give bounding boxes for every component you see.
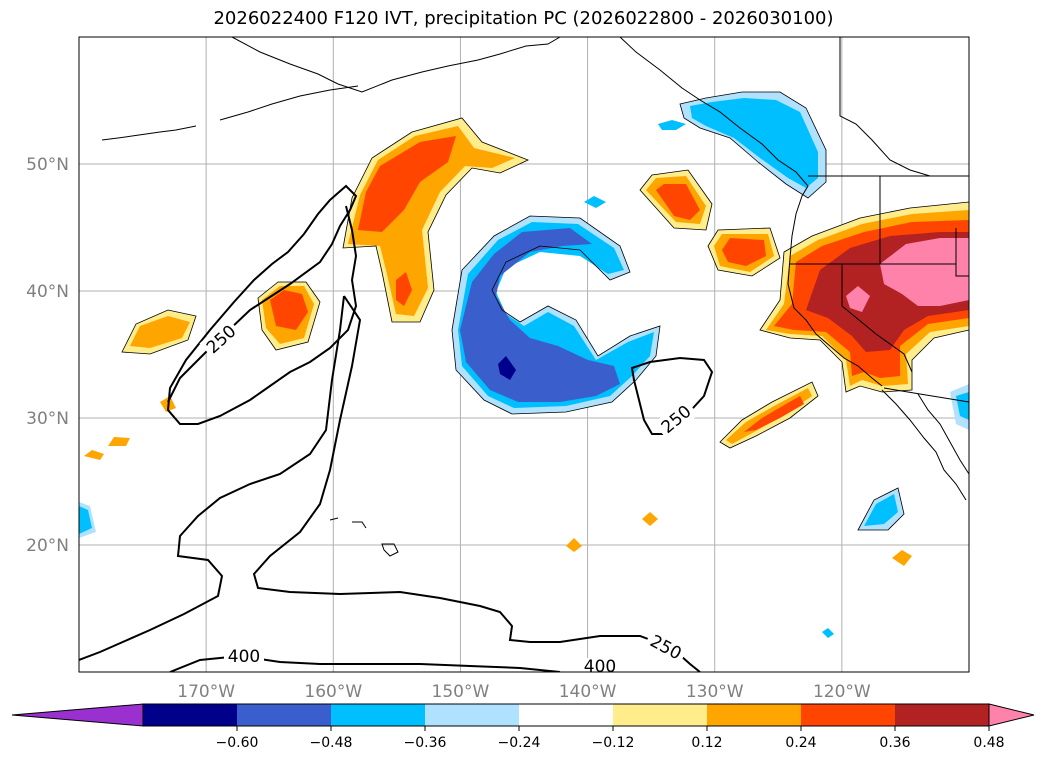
colorbar-segment — [237, 704, 332, 726]
outline-c-shape — [451, 215, 661, 415]
colorbar-tick-label: 0.12 — [691, 735, 722, 751]
positive-anomaly-small-5 — [892, 550, 912, 566]
coastlines — [101, 37, 969, 557]
contour-label-400-bottom: 400 — [584, 657, 616, 677]
colorbar-segment — [801, 704, 896, 726]
outline-bc-coast — [679, 91, 827, 199]
positive-anomaly-us-west-peak-2 — [846, 286, 870, 312]
lon-tick-label: 160°W — [304, 682, 362, 702]
colorbar-tick-label: 0.36 — [879, 735, 910, 751]
lat-tick-label: 40°N — [26, 282, 69, 302]
colorbar-frame — [142, 703, 990, 727]
colorbar-extend-low — [11, 703, 144, 727]
colorbar-segment — [707, 704, 802, 726]
latitude-tick-labels: 50°N 40°N 30°N 20°N — [26, 155, 69, 556]
outline-offshore-mid — [707, 227, 781, 277]
negative-anomaly-subtropical-east-core — [864, 494, 898, 526]
negative-anomaly-small-1 — [584, 196, 606, 208]
lat-tick-label: 50°N — [26, 155, 69, 175]
lon-tick-label: 120°W — [813, 682, 871, 702]
ivt-400-line — [79, 295, 345, 661]
colorbar-segment — [519, 704, 614, 726]
colorbar-tick-label: −0.60 — [216, 735, 259, 751]
positive-anomaly-far-west-mid — [130, 316, 190, 348]
mexico-mainland-coast — [917, 393, 969, 475]
map-content — [79, 37, 969, 672]
canada-province-border — [839, 37, 931, 177]
colorbar-tick-label: −0.12 — [592, 735, 635, 751]
positive-anomaly-small-1 — [108, 437, 130, 446]
outline-central-west — [257, 281, 321, 351]
lon-tick-label: 140°W — [559, 682, 617, 702]
ivt-contours — [79, 184, 714, 672]
lat-tick-label: 30°N — [26, 409, 69, 429]
negative-anomaly-small-2 — [822, 628, 834, 638]
positive-anomaly-small-2 — [84, 450, 104, 460]
positive-anomaly-offshore-mid-core — [722, 238, 766, 266]
colorbar-segment — [895, 704, 990, 726]
hawaii-islands — [329, 517, 399, 557]
colorbar-segment — [331, 704, 426, 726]
ivt-400-bottom — [169, 654, 561, 672]
longitude-tick-labels: 170°W 160°W 150°W 140°W 130°W 120°W — [177, 682, 871, 702]
state-border-nv-ca — [841, 264, 913, 373]
outline-subtropical-east — [857, 487, 905, 531]
lon-tick-label: 130°W — [686, 682, 744, 702]
colorbar-tick-label: −0.24 — [498, 735, 541, 751]
outline-offshore-north — [639, 169, 713, 231]
outline-subtropical-streak — [719, 381, 819, 449]
state-border-ut-nv — [955, 228, 969, 277]
positive-anomaly-band-north-core — [358, 136, 456, 232]
positive-anomaly-small-3 — [566, 538, 582, 552]
negative-anomaly-c-shape-core — [460, 228, 620, 402]
positive-anomaly-offshore-north-core — [656, 184, 700, 220]
colorbar: −0.60 −0.48 −0.36 −0.24 −0.12 0.12 0.24 0.36 0.4… — [11, 703, 1035, 751]
colorbar-tick-label: −0.36 — [404, 735, 447, 751]
colorbar-extend-high — [988, 703, 1035, 727]
negative-anomaly-baja-core — [956, 392, 969, 420]
ivt-250-west-loop — [166, 184, 358, 425]
colorbar-segment — [613, 704, 708, 726]
positive-anomaly-subtropical-streak-core — [744, 396, 804, 432]
contour-label-400-south: 400 — [228, 647, 260, 667]
baja-peninsula — [881, 389, 967, 501]
shading-outlines — [121, 91, 969, 531]
lon-tick-label: 170°W — [177, 682, 235, 702]
alaska-coast — [231, 37, 561, 93]
positive-anomaly-us-west-peak — [880, 238, 969, 306]
ivt-250-inner — [252, 295, 701, 672]
alaska-peninsula — [219, 85, 359, 121]
positive-anomaly-small-4 — [642, 512, 658, 526]
negative-anomaly-gulf-alaska — [658, 120, 686, 130]
outline-us-west — [759, 201, 969, 393]
aleutians — [101, 125, 197, 141]
se-alaska-bc-coast — [619, 37, 883, 387]
colorbar-segment — [143, 704, 238, 726]
colorbar-tick-label: 0.48 — [973, 735, 1004, 751]
chart-title: 2026022400 F120 IVT, precipitation PC (2… — [213, 8, 834, 29]
outline-north-band — [342, 117, 530, 323]
colorbar-tick-label: −0.48 — [310, 735, 353, 751]
positive-anomaly-band-north-tail — [396, 272, 412, 306]
map-frame — [78, 36, 970, 673]
outline-far-west — [121, 309, 197, 355]
lat-tick-label: 20°N — [26, 536, 69, 556]
negative-anomaly-c-shape-peak — [498, 356, 516, 380]
colorbar-segment — [425, 704, 520, 726]
negative-anomaly-west-edge-core — [79, 506, 92, 534]
mexico-border — [883, 387, 969, 403]
colorbar-tick-label: 0.24 — [785, 735, 816, 751]
lon-tick-label: 150°W — [432, 682, 490, 702]
positive-anomaly-central-west-core — [270, 290, 308, 330]
